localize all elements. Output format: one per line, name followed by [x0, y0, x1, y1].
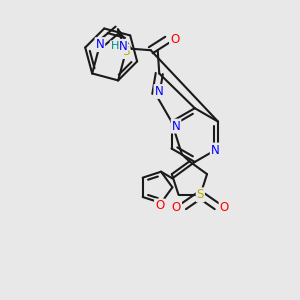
Text: N: N: [211, 143, 220, 157]
Text: N: N: [95, 38, 104, 51]
Text: O: O: [220, 201, 229, 214]
Text: H: H: [111, 41, 119, 51]
Text: N: N: [172, 120, 180, 133]
Text: S: S: [122, 45, 130, 58]
Text: S: S: [196, 188, 204, 201]
Text: O: O: [172, 201, 181, 214]
Text: O: O: [155, 200, 164, 212]
Text: N: N: [118, 40, 127, 53]
Text: N: N: [154, 85, 163, 98]
Text: O: O: [170, 33, 179, 46]
